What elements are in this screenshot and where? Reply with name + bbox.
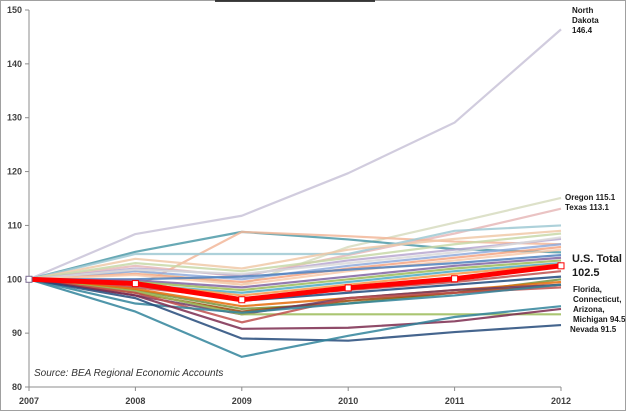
series-line-north-dakota — [28, 28, 562, 281]
us-total-marker — [131, 280, 139, 288]
series-line-state-j — [28, 248, 562, 286]
annotation-florida-connecticut-arizona-michigan: Florida, Connecticut, Arizona, Michigan 94.… — [573, 285, 626, 324]
annotation-line: Connecticut, — [573, 295, 621, 304]
annotation-line: Florida, — [573, 285, 602, 294]
series-line-nevada — [28, 278, 562, 342]
annotation-line: 146.4 — [572, 26, 593, 35]
chart-title-clipped — [215, 0, 375, 2]
y-tick-label: 100 — [7, 274, 22, 284]
series-line-state-d — [28, 229, 562, 281]
annotation-line: North — [572, 6, 593, 15]
annotation-oregon: Oregon 115.1 — [565, 193, 616, 202]
us-total-marker — [238, 296, 246, 304]
x-tick-label: 2008 — [125, 396, 145, 406]
series-line-u-s-total — [28, 263, 562, 303]
series-line-state-w — [28, 278, 562, 324]
annotation-line: Oregon 115.1 — [565, 193, 616, 202]
us-total-marker — [344, 284, 352, 292]
y-tick-label: 140 — [7, 59, 22, 69]
y-tick-label: 130 — [7, 113, 22, 123]
us-total-marker — [557, 262, 565, 270]
annotation-u-s-total: U.S. Total 102.5 — [572, 253, 622, 279]
us-total-marker — [25, 275, 33, 283]
x-tick-label: 2009 — [232, 396, 252, 406]
y-tick-label: 120 — [7, 167, 22, 177]
annotation-line: U.S. Total — [572, 253, 622, 265]
x-tick-label: 2012 — [551, 396, 571, 406]
x-tick-label: 2011 — [445, 396, 465, 406]
annotation-line: Nevada 91.5 — [570, 325, 617, 334]
annotation-line: Dakota — [572, 16, 599, 25]
series-line-state-x — [28, 278, 562, 314]
annotation-texas: Texas 113.1 — [565, 203, 609, 212]
us-total-marker — [451, 275, 459, 283]
series-line-state-e — [28, 232, 562, 281]
annotation-nevada: Nevada 91.5 — [570, 325, 617, 334]
y-tick-label: 110 — [7, 220, 22, 230]
annotation-line: Arizona, — [573, 305, 605, 314]
series-line-state-i — [28, 236, 562, 281]
annotation-line: 102.5 — [572, 267, 600, 279]
annotation-line: Michigan 94.5 — [573, 315, 626, 324]
y-tick-label: 90 — [12, 328, 22, 338]
series-line-state-c — [28, 224, 562, 281]
y-tick-label: 150 — [7, 5, 22, 15]
series-line-florida-connecticut-arizona-michigan — [28, 278, 562, 330]
x-tick-label: 2007 — [19, 396, 39, 406]
series-line-state-l — [28, 256, 562, 289]
series-line-state-y — [28, 278, 562, 358]
x-tick-label: 2010 — [338, 396, 358, 406]
axes: 80 90 100 110 120 130 140 150 2007 2008 2009 2010 20… — [7, 5, 571, 406]
source-note: Source: BEA Regional Economic Accounts — [34, 368, 223, 379]
annotation-line: Texas 113.1 — [565, 203, 609, 212]
annotation-north-dakota: North Dakota 146.4 — [572, 6, 599, 35]
y-tick-label: 80 — [12, 382, 22, 392]
series-lines — [25, 28, 565, 358]
